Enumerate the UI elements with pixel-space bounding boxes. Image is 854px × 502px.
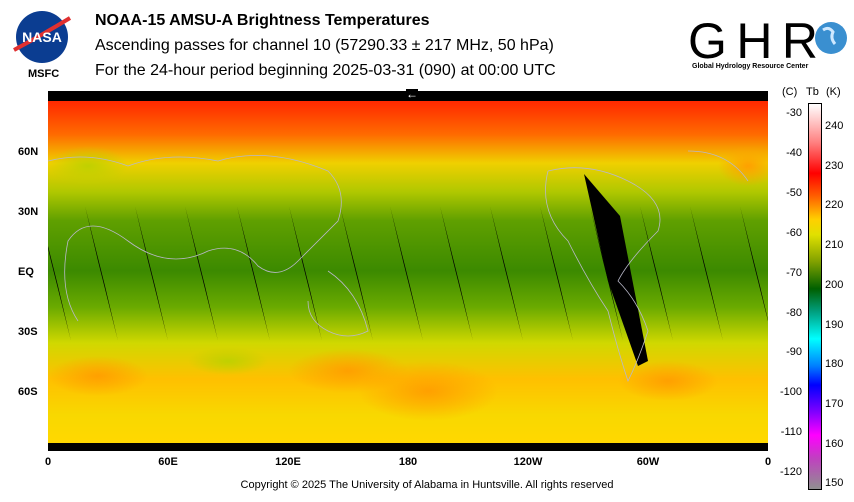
brightness-temperature-map bbox=[48, 91, 768, 451]
chart-title: NOAA-15 AMSU-A Brightness Temperatures bbox=[95, 12, 430, 29]
missing-swath bbox=[490, 206, 523, 341]
lon-label: 120W bbox=[513, 456, 543, 468]
celsius-tick: -90 bbox=[786, 346, 802, 359]
kelvin-tick: 150 bbox=[825, 477, 844, 490]
missing-swath bbox=[340, 206, 373, 341]
swath-gap bbox=[584, 174, 648, 366]
lon-label: 0 bbox=[764, 456, 772, 468]
missing-swath bbox=[640, 206, 673, 341]
lon-label: 60W bbox=[636, 456, 660, 468]
missing-swath bbox=[390, 206, 423, 341]
lat-label: 30N bbox=[18, 206, 39, 218]
lat-label: 60S bbox=[18, 386, 38, 398]
svg-text:GHR: GHR bbox=[688, 13, 818, 69]
kelvin-tick: 180 bbox=[825, 358, 844, 371]
celsius-tick: -100 bbox=[779, 386, 802, 399]
pass-direction-arrow: ← bbox=[406, 87, 418, 101]
ghrc-logo: GHR bbox=[688, 13, 847, 69]
celsius-tick: -30 bbox=[786, 107, 802, 119]
celsius-tick: -60 bbox=[786, 226, 802, 239]
missing-swath bbox=[185, 206, 218, 341]
lon-label: 60E bbox=[158, 456, 178, 468]
missing-swath bbox=[740, 206, 768, 321]
msfc-label: MSFC bbox=[28, 68, 60, 80]
svg-text:NASA: NASA bbox=[22, 29, 62, 45]
colorbar bbox=[808, 103, 822, 490]
kelvin-tick: 160 bbox=[825, 437, 844, 450]
coastlines bbox=[48, 150, 749, 383]
kelvin-tick: 240 bbox=[825, 120, 844, 132]
missing-swath bbox=[440, 206, 473, 341]
celsius-tick: -80 bbox=[786, 306, 802, 319]
celsius-tick: -50 bbox=[786, 186, 802, 199]
missing-swath bbox=[48, 246, 71, 341]
missing-swath bbox=[289, 206, 322, 341]
kelvin-tick: 230 bbox=[825, 159, 844, 172]
missing-swath bbox=[690, 206, 723, 341]
bottom-no-data-bar bbox=[48, 443, 768, 451]
nasa-logo: NASA bbox=[13, 11, 72, 63]
lon-label: 0 bbox=[44, 456, 52, 468]
colorbar-header-kelvin: (K) bbox=[826, 86, 841, 98]
celsius-tick: -110 bbox=[780, 426, 802, 439]
colorbar-header-celsius: (C) bbox=[782, 86, 798, 98]
missing-swath bbox=[237, 206, 270, 341]
kelvin-tick: 170 bbox=[825, 397, 844, 410]
ghrc-fullname: Global Hydrology Resource Center bbox=[692, 63, 809, 70]
kelvin-tick: 200 bbox=[825, 278, 844, 291]
celsius-tick: -120 bbox=[779, 466, 802, 479]
kelvin-tick: 190 bbox=[825, 318, 844, 331]
colorbar-header-tb: Tb bbox=[806, 86, 819, 98]
lat-label: EQ bbox=[18, 266, 34, 278]
kelvin-tick: 220 bbox=[825, 199, 844, 212]
missing-swath bbox=[135, 206, 168, 341]
lat-label: 30S bbox=[18, 326, 38, 338]
celsius-tick: -40 bbox=[786, 146, 802, 159]
copyright: Copyright © 2025 The University of Alaba… bbox=[240, 479, 614, 491]
lon-label: 180 bbox=[398, 456, 418, 468]
lon-label: 120E bbox=[275, 456, 301, 468]
missing-swath bbox=[85, 206, 118, 341]
kelvin-tick: 210 bbox=[825, 239, 844, 252]
celsius-tick: -70 bbox=[786, 266, 802, 279]
chart-period: For the 24-hour period beginning 2025-03… bbox=[95, 62, 556, 79]
lat-label: 60N bbox=[18, 146, 39, 158]
missing-data-swaths bbox=[48, 206, 768, 341]
chart-subtitle: Ascending passes for channel 10 (57290.3… bbox=[95, 37, 554, 54]
missing-swath bbox=[540, 206, 573, 341]
